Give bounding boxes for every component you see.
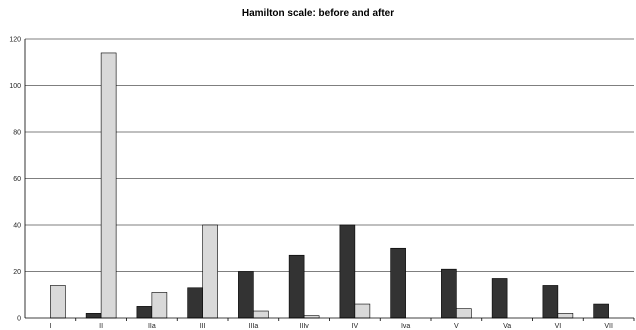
y-tick-label: 0 (17, 316, 21, 323)
bar-series-1-Va (491, 278, 508, 319)
x-tick-labels: I II IIa III IIIa IIIv IV Iva V Va VI VII (49, 323, 613, 330)
bars (50, 52, 609, 319)
y-tick-label: 80 (13, 130, 21, 137)
bar-series-2-III (202, 224, 218, 319)
x-tick-label: Iva (401, 323, 410, 330)
bar-series-1-II (85, 313, 102, 319)
bar-series-2-VI (557, 313, 574, 319)
bar-series-1-VII (593, 303, 609, 319)
bar-series-2-I (50, 285, 66, 319)
y-tick-label: 120 (9, 37, 21, 44)
y-tick-label: 40 (13, 223, 21, 230)
x-tick-label: VII (604, 323, 613, 330)
bar-series-1-IIIv (288, 254, 305, 319)
bar-series-2-IV (354, 303, 371, 319)
bar-series-2-V (456, 308, 472, 319)
bar-series-1-III (187, 287, 203, 319)
gridlines (25, 38, 634, 272)
x-tick-label: Va (503, 323, 511, 330)
y-tick-label: 60 (13, 176, 21, 183)
bar-series-1-Iva (390, 247, 406, 319)
bar-series-2-II (100, 52, 117, 319)
chart-title: Hamilton scale: before and after (242, 8, 394, 19)
bar-series-2-IIa (151, 292, 168, 319)
x-tick-label: IIa (148, 323, 156, 330)
bar-series-1-IIIa (238, 271, 254, 319)
bar-series-1-IV (339, 224, 356, 319)
x-tick-label: VI (555, 323, 562, 330)
x-tick-label: IV (352, 323, 359, 330)
bar-series-1-V (441, 268, 457, 319)
axes (24, 39, 635, 321)
x-tick-label: V (454, 323, 459, 330)
y-tick-labels: 0 20 40 60 80 100 120 (9, 37, 21, 323)
bar-series-2-IIIa (253, 310, 269, 319)
x-tick-label: I (49, 323, 51, 330)
x-tick-label: III (200, 323, 206, 330)
x-tick-label: IIIa (249, 323, 259, 330)
bar-series-1-IIa (136, 306, 153, 319)
bar-series-1-VI (542, 285, 559, 319)
x-tick-label: II (99, 323, 103, 330)
x-tick-label: IIIv (299, 323, 309, 330)
y-tick-label: 100 (9, 83, 21, 90)
y-tick-label: 20 (13, 269, 21, 276)
